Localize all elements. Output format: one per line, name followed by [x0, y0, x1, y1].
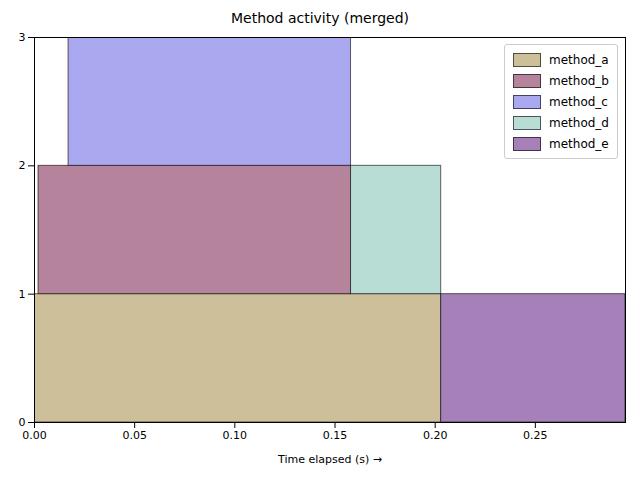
svg-text:0.00: 0.00 — [22, 429, 47, 442]
html-text:method_e: method_e — [549, 136, 609, 151]
svg-text:0: 0 — [19, 416, 26, 429]
svg-text:0.20: 0.20 — [423, 429, 448, 442]
svg-text:0.15: 0.15 — [323, 429, 348, 442]
html-text:method_b: method_b — [549, 73, 609, 88]
svg-text:0.10: 0.10 — [223, 429, 248, 442]
svg-text:0.25: 0.25 — [523, 429, 548, 442]
html-text:method_d: method_d — [549, 115, 609, 130]
html-text:Method activity (merged): Method activity (merged) — [231, 10, 409, 26]
svg-text:Time elapsed (s) →: Time elapsed (s) → — [277, 453, 382, 466]
svg-text:2: 2 — [19, 159, 26, 172]
svg-text:0.05: 0.05 — [122, 429, 147, 442]
svg-text:3: 3 — [19, 31, 26, 44]
html-text:method_a: method_a — [549, 52, 609, 67]
svg-text:1: 1 — [19, 288, 26, 301]
html-text:method_c: method_c — [549, 94, 608, 109]
